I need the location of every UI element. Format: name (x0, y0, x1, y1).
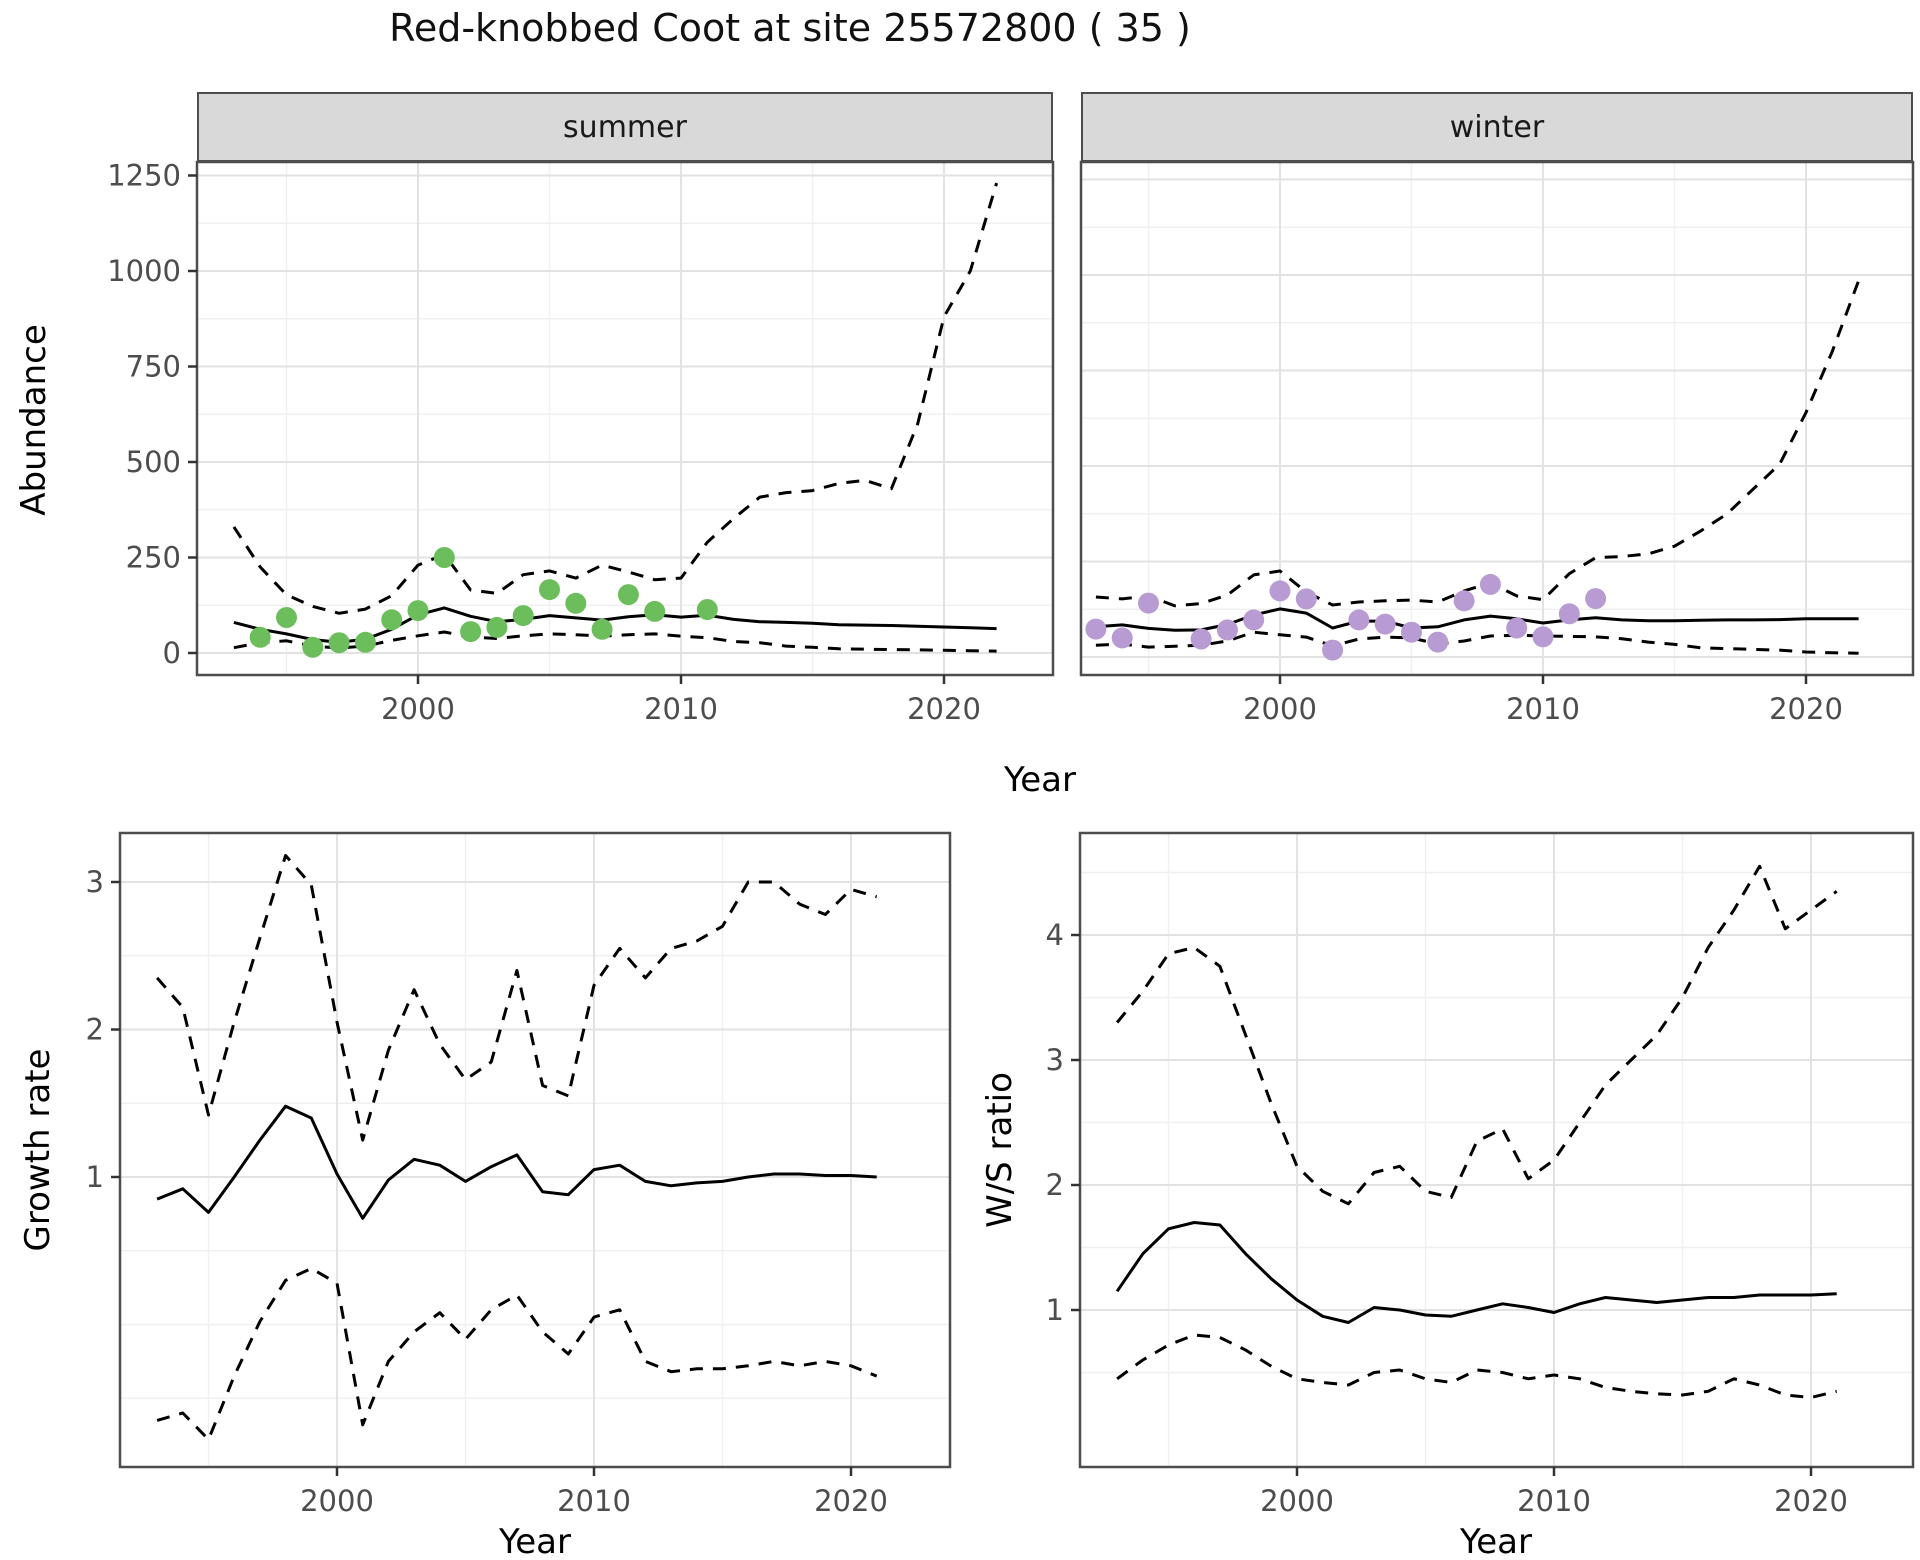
observed_counts_winter-point (1558, 603, 1580, 625)
observed_counts_summer-point (354, 631, 376, 653)
y-axis-title-growth-rate: Growth rate (18, 1048, 58, 1252)
x-tick-label: 2010 (1517, 1484, 1591, 1518)
observed_counts_summer-point (617, 584, 639, 606)
x-tick-label: 2000 (1260, 1484, 1334, 1518)
y-tick-label: 1 (86, 1160, 104, 1194)
x-tick-label: 2010 (557, 1484, 631, 1518)
x-tick-label: 2010 (1506, 692, 1580, 726)
x-axis-title-year-bottom-right: Year (1460, 1522, 1532, 1560)
panel-border (1079, 160, 1915, 677)
y-tick-label: 1000 (107, 254, 181, 288)
observed_counts_winter-point (1506, 617, 1528, 639)
x-tick-label: 2020 (1774, 1484, 1848, 1518)
observed_counts_summer-point (328, 632, 350, 654)
x-tick-label: 2020 (814, 1484, 888, 1518)
observed_counts_winter-point (1190, 628, 1212, 650)
observed_counts_summer-point (696, 599, 718, 620)
observed_counts_summer-point (381, 609, 403, 631)
panel-border (1078, 831, 1915, 1469)
y-axis-title-ws-ratio: W/S ratio (980, 1072, 1020, 1228)
observed_counts_summer-point (276, 607, 297, 628)
observed_counts_summer-point (644, 600, 666, 622)
upper_ci-line (155, 854, 878, 1142)
observed_counts_winter-point (1111, 627, 1133, 649)
observed_counts_winter-point (1243, 609, 1265, 631)
observed_counts_summer-point (407, 600, 429, 622)
y-tick-label: 1250 (107, 159, 181, 193)
observed_counts_winter-point (1585, 588, 1607, 610)
y-tick-label: 2 (86, 1013, 104, 1047)
observed_counts_winter-point (1401, 621, 1422, 643)
x-tick-label: 2020 (1769, 692, 1843, 726)
x-axis-title-year-top: Year (1004, 760, 1076, 800)
observed_counts_summer-point (486, 616, 508, 638)
median-line (1115, 1221, 1837, 1324)
observed_counts_winter-point (1138, 592, 1159, 614)
observed_counts_summer-point (302, 636, 324, 658)
facet-strip-summer-label: summer (563, 109, 687, 145)
x-tick-label: 2010 (644, 692, 718, 726)
observed_counts_summer-point (539, 579, 560, 601)
summer-upper_ci-line (232, 182, 999, 615)
observed_counts_winter-point (1348, 609, 1370, 631)
y-tick-label: 2 (1046, 1168, 1064, 1202)
observed_counts_winter-point (1427, 631, 1449, 653)
observed_counts_winter-point (1374, 613, 1396, 635)
panel-border (118, 831, 952, 1469)
x-tick-label: 2020 (907, 692, 981, 726)
observed_counts_winter-point (1479, 573, 1501, 595)
observed_counts_winter-point (1269, 580, 1291, 602)
observed_counts_winter-point (1532, 626, 1554, 648)
observed_counts_winter-point (1322, 639, 1344, 661)
x-axis-title-year-bottom-left: Year (499, 1522, 571, 1560)
median-line (156, 1104, 877, 1220)
observed_counts_summer-point (249, 626, 271, 648)
y-tick-label: 4 (1046, 918, 1064, 952)
observed_counts_summer-point (565, 592, 587, 614)
observed_counts_winter-point (1453, 590, 1475, 612)
y-tick-label: 3 (86, 865, 104, 899)
observed_counts_summer-point (433, 547, 455, 568)
observed_counts_winter-point (1295, 588, 1317, 610)
panel-background (1080, 833, 1913, 1467)
upper_ci-line (1115, 864, 1838, 1206)
y-axis-title-abundance: Abundance (14, 324, 54, 516)
observed_counts_summer-point (512, 605, 534, 627)
y-tick-label: 1 (1046, 1293, 1064, 1327)
chart-title: Red-knobbed Coot at site 25572800 ( 35 ) (389, 6, 1191, 50)
y-tick-label: 3 (1046, 1043, 1064, 1077)
y-tick-label: 250 (126, 541, 181, 575)
panel-background (120, 833, 950, 1467)
facet-strip-winter: winter (1081, 92, 1913, 162)
facet-strip-winter-label: winter (1449, 109, 1545, 145)
facet-strip-summer: summer (197, 92, 1053, 162)
winter-upper_ci-line (1095, 280, 1861, 608)
x-tick-label: 2000 (300, 1484, 374, 1518)
panel-border (195, 160, 1055, 677)
x-tick-label: 2000 (1243, 692, 1317, 726)
x-tick-label: 2000 (381, 692, 455, 726)
observed_counts_winter-point (1216, 619, 1238, 641)
winter-lower_ci-line (1095, 630, 1859, 655)
observed_counts_summer-point (460, 621, 482, 643)
y-tick-label: 750 (126, 350, 181, 384)
observed_counts_summer-point (591, 618, 613, 640)
y-tick-label: 500 (126, 445, 181, 479)
y-tick-label: 0 (163, 636, 181, 670)
observed_counts_winter-point (1085, 618, 1107, 640)
